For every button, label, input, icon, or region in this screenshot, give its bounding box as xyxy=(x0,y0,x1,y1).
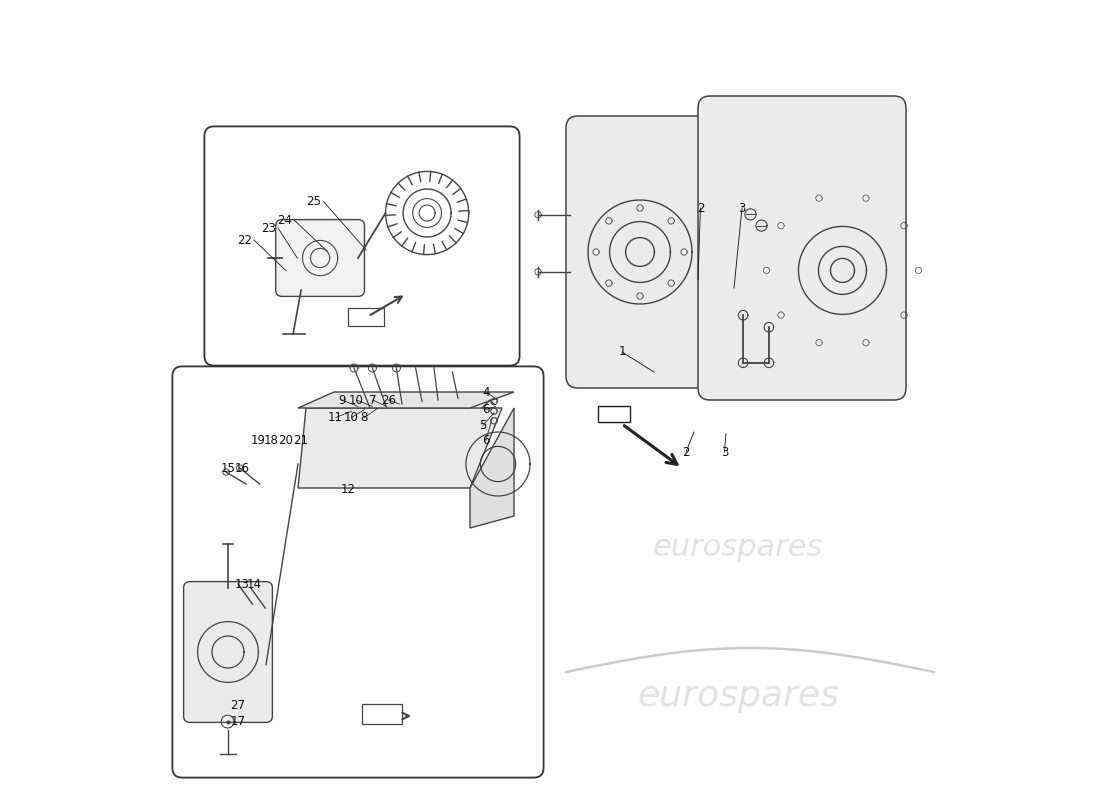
Text: 23: 23 xyxy=(261,222,276,234)
Text: 24: 24 xyxy=(277,214,292,226)
Text: 13: 13 xyxy=(234,578,250,590)
Text: 15: 15 xyxy=(221,462,235,474)
Text: 5: 5 xyxy=(480,419,486,432)
Text: 10: 10 xyxy=(344,411,359,424)
Text: 8: 8 xyxy=(361,411,368,424)
Text: 6: 6 xyxy=(482,434,490,446)
FancyBboxPatch shape xyxy=(184,582,273,722)
Text: 18: 18 xyxy=(264,434,279,446)
Text: 2: 2 xyxy=(696,202,704,214)
Text: 16: 16 xyxy=(234,462,250,474)
FancyBboxPatch shape xyxy=(698,96,906,400)
Text: 25: 25 xyxy=(307,195,321,208)
Text: 27: 27 xyxy=(231,699,245,712)
Polygon shape xyxy=(470,408,514,528)
Text: 7: 7 xyxy=(368,394,376,406)
FancyBboxPatch shape xyxy=(566,116,714,388)
Text: eurospares: eurospares xyxy=(268,264,408,288)
Text: 20: 20 xyxy=(278,434,294,446)
Text: 3: 3 xyxy=(720,446,728,458)
Text: 14: 14 xyxy=(246,578,262,590)
FancyBboxPatch shape xyxy=(173,366,543,778)
Text: 4: 4 xyxy=(482,386,490,398)
Text: 19: 19 xyxy=(251,434,265,446)
Text: eurospares: eurospares xyxy=(652,534,823,562)
Text: 22: 22 xyxy=(236,234,252,246)
Text: 26: 26 xyxy=(381,394,396,406)
Text: 12: 12 xyxy=(341,483,356,496)
Text: 3: 3 xyxy=(738,202,746,214)
Bar xyxy=(362,704,402,724)
FancyBboxPatch shape xyxy=(205,126,519,366)
Text: 6: 6 xyxy=(482,403,490,416)
Text: 10: 10 xyxy=(349,394,364,406)
Text: 11: 11 xyxy=(328,411,343,424)
Bar xyxy=(348,308,384,326)
Text: 9: 9 xyxy=(339,394,345,406)
Text: eurospares: eurospares xyxy=(637,679,839,713)
Bar xyxy=(598,406,630,422)
FancyBboxPatch shape xyxy=(276,219,364,296)
Polygon shape xyxy=(298,408,502,488)
Text: 1: 1 xyxy=(618,346,626,358)
Text: 21: 21 xyxy=(293,434,308,446)
Text: 2: 2 xyxy=(682,446,690,458)
Text: 17: 17 xyxy=(231,715,245,728)
Polygon shape xyxy=(298,392,514,408)
